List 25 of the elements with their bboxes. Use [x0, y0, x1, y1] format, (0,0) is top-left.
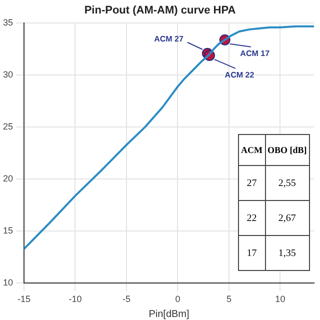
annotation: 2,55	[265, 166, 310, 200]
chart-title: Pin-Pout (AM-AM) curve HPA	[84, 4, 236, 17]
annotation: 22	[238, 200, 265, 236]
annotation: ACM 27	[154, 34, 184, 44]
y-tick-label: 25	[2, 122, 14, 132]
annotation: ACM 22	[224, 70, 255, 80]
x-tick-label: -15	[18, 294, 31, 304]
annotation: 27	[238, 166, 265, 200]
y-tick-label: 30	[2, 70, 14, 80]
annotation: ACM	[238, 134, 265, 166]
annotation: OBO [dB]	[265, 134, 310, 166]
x-tick-label: -5	[122, 294, 130, 304]
y-tick-label: 20	[2, 174, 14, 184]
annotation: 1,35	[265, 236, 310, 270]
annotation: 17	[238, 236, 265, 270]
x-axis-title: Pin[dBm]	[148, 308, 190, 320]
x-tick-label: 5	[226, 294, 232, 304]
annotation: 2,67	[265, 200, 310, 236]
y-tick-label: 35	[2, 18, 14, 28]
x-tick-label: -10	[68, 294, 82, 304]
x-tick-label: 0	[175, 294, 180, 304]
y-tick-label: 10	[2, 278, 14, 288]
y-tick-label: 15	[2, 226, 14, 236]
annotation: ACM 17	[240, 49, 270, 58]
x-tick-label: 10	[275, 294, 286, 304]
